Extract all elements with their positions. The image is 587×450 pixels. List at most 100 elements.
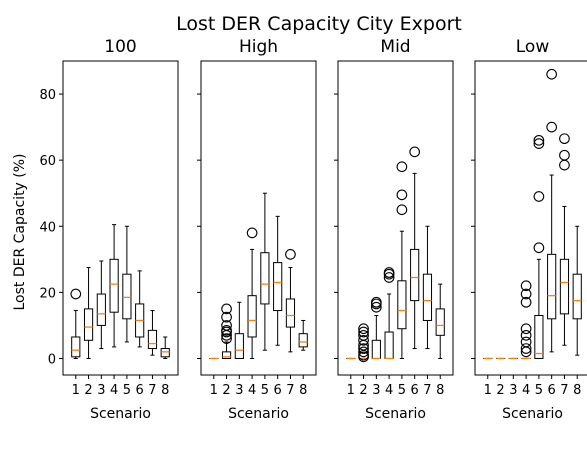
box-scenario-5 (533, 134, 545, 359)
flier-point (533, 191, 545, 202)
box-body (559, 258, 570, 315)
flier-point (520, 280, 532, 292)
box-scenario-8 (435, 283, 445, 359)
x-tick-label: 5 (535, 383, 543, 398)
box-scenario-4 (109, 224, 119, 348)
box-body (273, 262, 283, 312)
x-tick-label: 1 (72, 383, 80, 398)
box-body (534, 315, 544, 359)
box-body (147, 329, 158, 350)
box-group (483, 68, 582, 360)
flier-point (546, 121, 558, 133)
flier-point (70, 288, 82, 300)
flier-point (246, 227, 258, 239)
panel-title: Low (516, 37, 550, 57)
box-scenario-5 (396, 161, 408, 359)
flier-point (409, 146, 421, 158)
x-tick-label: 8 (299, 383, 307, 398)
flier-point (358, 329, 369, 341)
box-scenario-7 (422, 225, 433, 350)
x-tick-label: 7 (423, 383, 431, 398)
x-tick-label: 6 (274, 383, 282, 398)
box-body (109, 258, 119, 313)
flier-point (221, 303, 232, 315)
flier-point (396, 161, 408, 173)
x-tick-label: 3 (509, 383, 517, 398)
box-body (384, 331, 394, 359)
x-tick-label: 7 (560, 383, 568, 398)
panel-title: Mid (380, 37, 410, 57)
flier-point (370, 296, 382, 308)
x-tick-label: 6 (411, 383, 419, 398)
box-group (346, 146, 445, 363)
box-scenario-8 (160, 336, 170, 359)
x-tick-label: 4 (385, 383, 393, 398)
x-tick-label: 8 (573, 383, 581, 398)
box-body (397, 280, 407, 330)
flier-point (396, 189, 408, 201)
y-tick-label: 0 (48, 352, 56, 367)
box-scenario-6 (135, 270, 145, 348)
box-scenario-5 (260, 192, 270, 351)
x-tick-label: 1 (347, 383, 355, 398)
box-body (371, 339, 381, 359)
box-body (122, 273, 132, 320)
box-group (209, 192, 308, 360)
box-scenario-4 (383, 267, 395, 360)
x-tick-label: 2 (84, 383, 92, 398)
box-body (422, 273, 433, 321)
box-scenario-4 (520, 280, 532, 360)
y-tick-label: 60 (39, 154, 56, 169)
box-scenario-5 (122, 225, 132, 343)
x-tick-label: 1 (210, 383, 218, 398)
flier-point (221, 325, 232, 336)
box-scenario-2 (358, 323, 369, 363)
y-tick-label: 40 (39, 220, 56, 235)
chart-title: Lost DER Capacity City Export (176, 13, 462, 35)
flier-point (533, 134, 545, 146)
x-tick-label: 7 (148, 383, 156, 398)
box-scenario-7 (559, 133, 570, 346)
y-tick-label: 20 (39, 286, 56, 301)
box-body (572, 273, 582, 320)
x-axis-label: Scenario (90, 406, 151, 422)
box-body (298, 333, 308, 348)
box-scenario-4 (246, 227, 258, 359)
flier-point (383, 272, 395, 283)
box-body (247, 295, 257, 338)
panel-100: 100 0 20 40 60 80 1 2 3 4 5 6 7 8 Scenario (39, 37, 179, 422)
x-tick-label: 4 (110, 383, 118, 398)
box-scenario-8 (298, 319, 308, 351)
box-body (260, 252, 270, 305)
box-body (435, 308, 445, 336)
panel-frame (337, 60, 454, 376)
flier-point (559, 149, 570, 161)
box-scenario-2 (221, 303, 232, 359)
panel-frame (62, 60, 179, 376)
x-tick-label: 2 (496, 383, 504, 398)
panel-high: High 1 2 3 4 5 6 7 8 Scenario (197, 37, 317, 422)
box-scenario-6 (546, 68, 558, 353)
box-scenario-2 (83, 267, 94, 359)
flier-point (533, 138, 545, 149)
flier-point (221, 311, 232, 323)
y-tick-label: 80 (39, 88, 56, 103)
x-tick-label: 5 (398, 383, 406, 398)
box-body (221, 351, 232, 359)
flier-point (358, 326, 369, 338)
flier-point (396, 204, 408, 216)
panel-frame (200, 60, 317, 376)
x-tick-label: 2 (359, 383, 367, 398)
box-scenario-6 (273, 215, 283, 346)
x-tick-label: 3 (235, 383, 243, 398)
box-scenario-7 (285, 249, 296, 353)
panel-low: Low 1 2 3 4 5 6 7 8 Scenario (471, 37, 587, 422)
box-body (71, 336, 81, 358)
flier-point (520, 296, 532, 308)
box-body (160, 348, 170, 358)
x-axis-label: Scenario (502, 406, 563, 422)
x-tick-label: 5 (123, 383, 131, 398)
flier-point (520, 336, 532, 348)
flier-point (285, 249, 296, 260)
